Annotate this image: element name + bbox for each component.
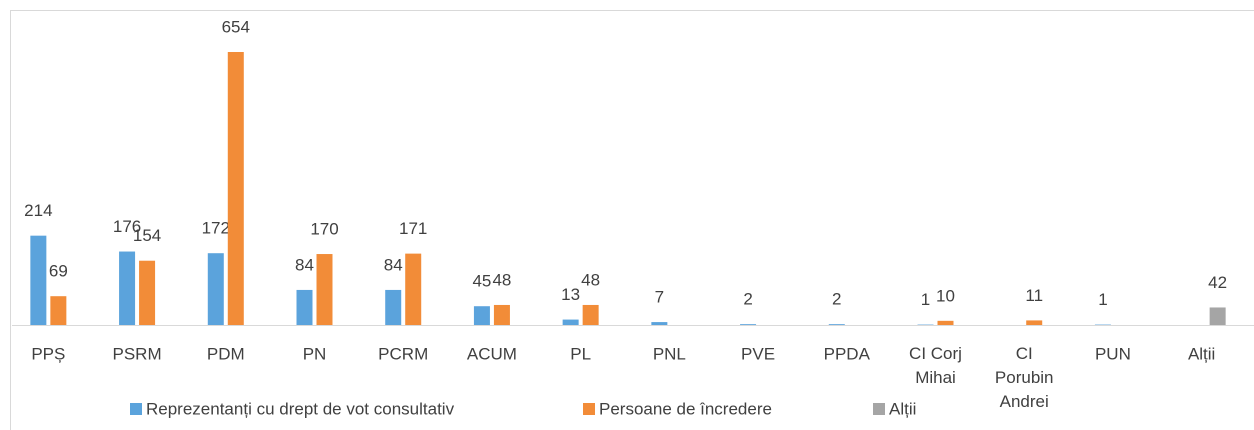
legend-label: Persoane de încredere xyxy=(599,399,772,418)
bar xyxy=(473,306,490,325)
bar xyxy=(316,254,333,325)
data-label: 154 xyxy=(133,226,161,245)
data-label: 84 xyxy=(295,255,314,274)
data-label: 176 xyxy=(113,217,141,236)
data-label: 13 xyxy=(561,285,580,304)
bar xyxy=(1026,320,1043,325)
data-label: 11 xyxy=(1025,286,1043,305)
x-tick-label: ACUM xyxy=(467,344,517,363)
bar xyxy=(207,253,224,325)
x-tick-label: CI Porubin Andrei xyxy=(995,344,1054,411)
data-label: 2 xyxy=(743,290,752,309)
chart-border xyxy=(10,10,1254,430)
data-label: 45 xyxy=(472,272,491,291)
data-label: 2 xyxy=(832,290,841,309)
x-tick-label: PN xyxy=(303,344,327,363)
x-tick-label: Alții xyxy=(1188,344,1215,363)
data-label: 1 xyxy=(921,290,930,309)
bar xyxy=(651,322,668,325)
legend-swatch xyxy=(583,403,595,415)
bar xyxy=(405,253,422,325)
bar xyxy=(493,304,510,325)
x-tick-label: PPȘ xyxy=(31,344,65,363)
bar xyxy=(119,251,136,325)
bar xyxy=(227,52,244,325)
bar xyxy=(937,320,954,325)
x-tick-label: PNL xyxy=(653,344,686,363)
bar xyxy=(582,304,599,325)
x-tick-label: PUN xyxy=(1095,344,1131,363)
data-label: 1 xyxy=(1098,290,1107,309)
data-label: 7 xyxy=(655,288,664,307)
data-label: 214 xyxy=(24,201,52,220)
legend-swatch xyxy=(873,403,885,415)
bar xyxy=(740,324,757,325)
data-label: 48 xyxy=(492,270,511,289)
data-label: 654 xyxy=(222,17,250,36)
bar xyxy=(30,235,47,325)
data-label: 170 xyxy=(310,220,338,239)
x-tick-label: PDM xyxy=(207,344,245,363)
data-label: 171 xyxy=(399,219,427,238)
bar xyxy=(50,296,67,325)
bar xyxy=(1209,307,1226,325)
data-label: 48 xyxy=(581,270,600,289)
legend-label: Reprezentanți cu drept de vot consultati… xyxy=(146,399,455,418)
data-label: 42 xyxy=(1208,273,1227,292)
data-label: 10 xyxy=(936,286,955,305)
bar xyxy=(139,260,156,325)
legend-swatch xyxy=(130,403,142,415)
bar xyxy=(296,289,313,325)
data-label: 172 xyxy=(202,219,230,238)
bar xyxy=(562,319,579,325)
bar xyxy=(385,289,402,325)
x-tick-label: PVE xyxy=(741,344,775,363)
x-tick-label: PPDA xyxy=(824,344,871,363)
x-tick-label: PCRM xyxy=(378,344,428,363)
x-tick-label: PL xyxy=(570,344,591,363)
x-tick-label: PSRM xyxy=(113,344,162,363)
x-tick-label: CI Corj Mihai xyxy=(909,344,962,387)
bar xyxy=(828,324,845,325)
data-label: 84 xyxy=(384,255,403,274)
legend-label: Alții xyxy=(889,399,916,418)
data-label: 69 xyxy=(49,262,68,281)
